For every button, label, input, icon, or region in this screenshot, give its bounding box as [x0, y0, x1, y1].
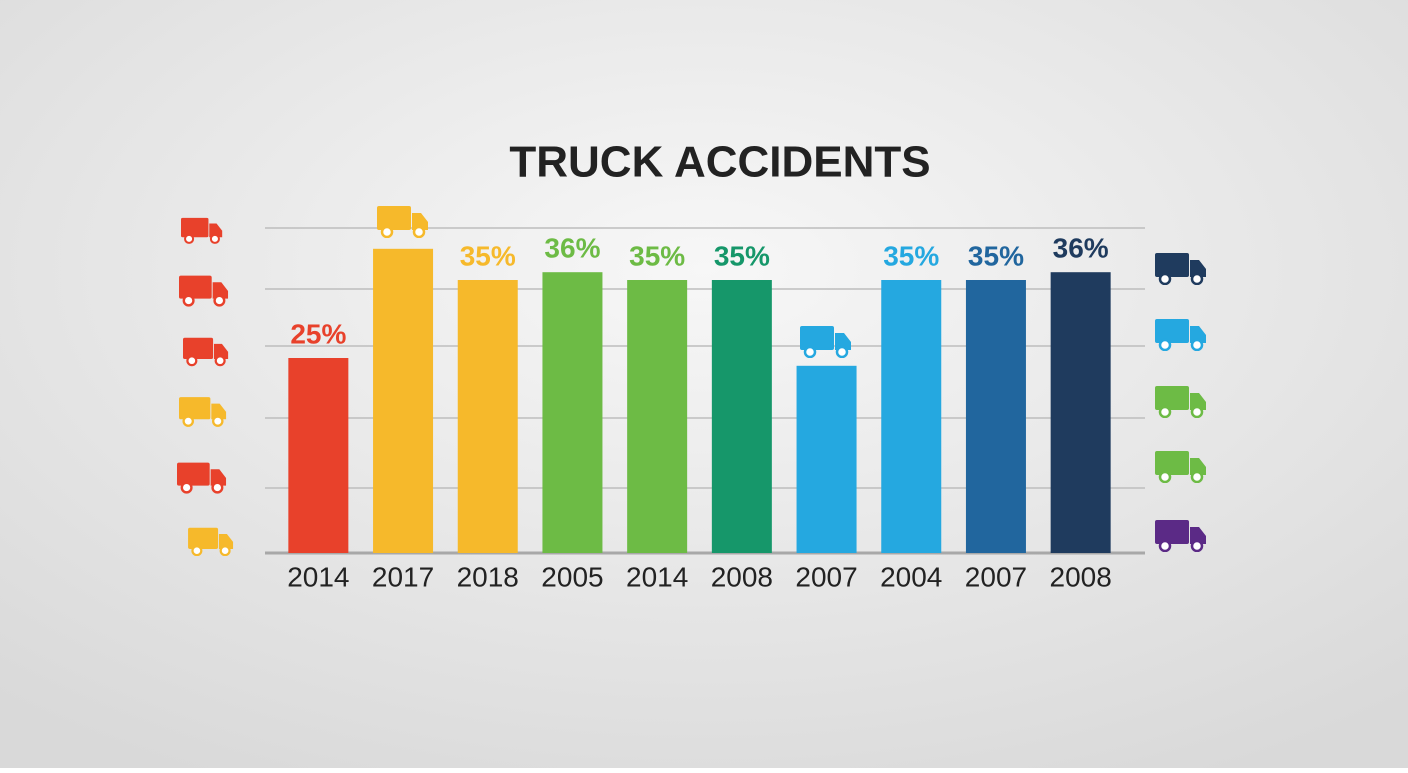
- bar: [711, 280, 772, 553]
- value-label: 35%: [968, 240, 1024, 271]
- x-tick-label: 2004: [880, 561, 942, 592]
- x-tick-label: 2007: [795, 561, 857, 592]
- value-label: 35%: [629, 240, 685, 271]
- x-tick-label: 2008: [711, 561, 773, 592]
- x-tick-label: 2005: [541, 561, 603, 592]
- bar: [288, 358, 349, 553]
- value-label: 35%: [883, 240, 939, 271]
- x-tick-label: 2018: [457, 561, 519, 592]
- chart-title: TRUCK ACCIDENTS: [509, 138, 930, 187]
- bar: [457, 280, 518, 553]
- x-tick-label: 2017: [372, 561, 434, 592]
- bar: [627, 280, 688, 553]
- x-tick-label: 2014: [287, 561, 349, 592]
- value-label: 36%: [544, 233, 600, 264]
- bar: [796, 365, 857, 553]
- value-label: 25%: [290, 318, 346, 349]
- bar: [373, 248, 434, 554]
- bar: [1050, 272, 1111, 553]
- value-label: 36%: [1053, 233, 1109, 264]
- bar: [542, 272, 603, 553]
- value-label: 35%: [460, 240, 516, 271]
- bar: [965, 280, 1026, 553]
- value-label: 35%: [714, 240, 770, 271]
- x-tick-label: 2008: [1050, 561, 1112, 592]
- x-tick-label: 2014: [626, 561, 688, 592]
- x-tick-label: 2007: [965, 561, 1027, 592]
- bar: [881, 280, 942, 553]
